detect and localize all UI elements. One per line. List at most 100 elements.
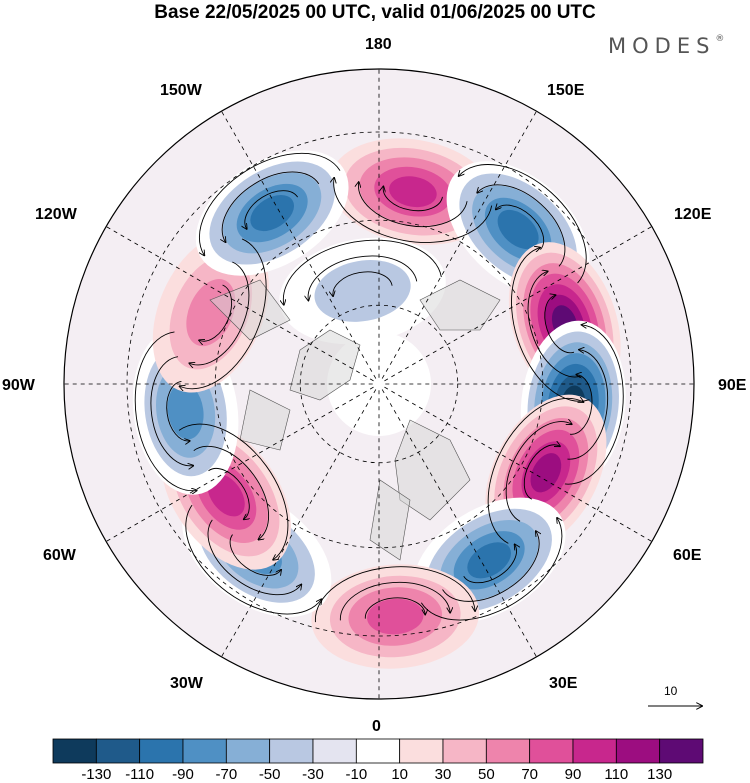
anomaly-field — [64, 69, 694, 699]
lon-label-150e: 150E — [547, 82, 585, 99]
land-shape — [289, 329, 361, 401]
anomaly-contour — [389, 176, 437, 208]
anomaly-center — [311, 564, 480, 669]
streamline — [178, 152, 341, 256]
colorbar-swatch — [312, 738, 357, 764]
streamline — [567, 350, 609, 460]
streamline — [303, 255, 418, 301]
streamline — [178, 423, 289, 560]
streamline — [207, 519, 301, 596]
meridian — [381, 389, 537, 657]
meridian — [221, 111, 377, 379]
meridian — [381, 111, 537, 379]
colorbar-tick-label: -50 — [258, 766, 281, 783]
streamline — [166, 381, 190, 443]
lon-label-90w: 90W — [2, 377, 35, 394]
latitude-circle — [126, 131, 632, 637]
colorbar-swatch — [399, 738, 444, 764]
colorbar-tick-label: -10 — [345, 766, 368, 783]
streamline — [477, 184, 566, 267]
chart-title: Base 22/05/2025 00 UTC, valid 01/06/2025… — [154, 2, 596, 23]
streamline — [487, 379, 583, 544]
colorbar-swatch — [269, 738, 314, 764]
lon-label-150w: 150W — [160, 82, 202, 99]
reference-vector-label: 10 — [664, 684, 678, 698]
land-shape — [239, 389, 291, 451]
latitude-circle — [214, 219, 544, 549]
streamline — [442, 531, 554, 602]
meridian — [384, 226, 652, 382]
meridian — [106, 386, 374, 542]
wind-streamlines — [134, 152, 624, 623]
anomaly-contour — [367, 598, 424, 635]
anomaly-contour — [167, 383, 204, 440]
colorbar — [52, 738, 704, 764]
colorbar-tick-label: -30 — [302, 766, 324, 783]
colorbar-swatch — [572, 738, 617, 764]
lon-label-60e: 60E — [673, 547, 702, 564]
land-shape — [369, 479, 411, 561]
anomaly-contour — [467, 542, 512, 579]
brand-text: MODES — [608, 34, 716, 58]
streamline — [505, 408, 572, 522]
colorbar-swatch — [95, 738, 141, 764]
streamline — [189, 261, 250, 377]
brand-logo: MODES® — [608, 34, 724, 58]
streamline — [459, 164, 587, 284]
lon-label-0: 0 — [372, 718, 381, 735]
streamline — [207, 171, 320, 242]
lon-label-30e: 30E — [549, 675, 578, 692]
streamline — [208, 468, 258, 519]
streamline — [420, 518, 583, 621]
lon-label-120e: 120E — [674, 206, 712, 223]
streamline — [150, 356, 193, 471]
lon-label-180: 180 — [365, 36, 392, 53]
colorbar-swatch — [182, 738, 227, 764]
colorbar-swatch — [485, 738, 531, 764]
colorbar-tick-label: -110 — [125, 766, 155, 783]
streamline — [496, 196, 545, 250]
colorbar-tick-label: 30 — [434, 766, 452, 783]
colorbar-tick-label: 110 — [604, 766, 629, 783]
colorbar-tick-label: 50 — [477, 766, 495, 783]
colorbar-tick-label: -90 — [172, 766, 194, 783]
land-shape — [394, 419, 471, 521]
colorbar-swatch — [529, 738, 574, 764]
colorbar-swatch — [139, 738, 184, 764]
meridian — [106, 226, 374, 382]
streamline — [199, 284, 232, 347]
streamline — [180, 238, 267, 406]
colorbar-tick-label: -130 — [81, 766, 112, 783]
colorbar-swatch — [615, 738, 661, 764]
brand-mark: ® — [715, 34, 725, 44]
lon-label-120w: 120W — [35, 206, 77, 223]
streamline — [326, 178, 493, 243]
colorbar-tick-label: -70 — [215, 766, 238, 783]
landmass-outlines — [209, 279, 501, 561]
colorbar-swatch — [442, 738, 487, 764]
lon-label-60w: 60W — [43, 547, 76, 564]
meridian — [384, 386, 652, 542]
colorbar-swatch — [52, 738, 97, 764]
anomaly-contour — [497, 209, 539, 250]
land-shape — [419, 279, 501, 331]
streamline — [185, 504, 322, 615]
colorbar-tick-label: 10 — [391, 766, 408, 783]
anomaly-contour — [250, 194, 295, 232]
streamline — [364, 597, 425, 619]
streamline — [570, 375, 593, 435]
streamline — [463, 544, 525, 584]
graticule — [64, 69, 694, 699]
streamline — [330, 271, 393, 296]
lon-label-90e: 90E — [718, 377, 747, 394]
streamline — [275, 239, 442, 305]
land-shape — [209, 279, 291, 341]
anomaly-contour — [530, 453, 562, 493]
colorbar-swatch — [225, 738, 271, 764]
anomaly-center — [195, 150, 349, 276]
streamline — [564, 325, 624, 485]
colorbar-swatch — [355, 738, 401, 764]
streamline — [229, 534, 281, 585]
streamline — [380, 186, 443, 212]
